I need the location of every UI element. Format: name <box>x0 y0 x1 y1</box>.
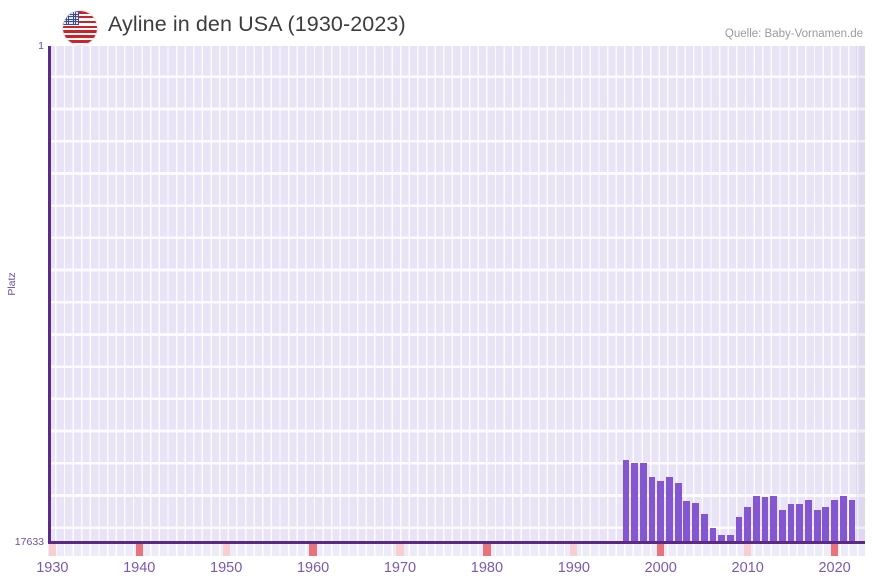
bar[interactable] <box>726 535 734 543</box>
y-axis-title: Platz <box>6 272 18 296</box>
x-axis-tick-label: 1970 <box>383 560 417 576</box>
decade-tick-marker <box>222 543 230 556</box>
bar[interactable] <box>700 513 708 543</box>
bar[interactable] <box>796 504 804 543</box>
decade-tick-marker <box>483 543 491 556</box>
bar[interactable] <box>848 499 856 543</box>
bar[interactable] <box>805 499 812 543</box>
bar[interactable] <box>787 504 795 543</box>
x-axis-tick-label: 1950 <box>210 560 243 576</box>
bar[interactable] <box>622 460 630 543</box>
decade-tick-marker <box>309 543 317 556</box>
bar[interactable] <box>839 495 847 543</box>
decade-tick-marker <box>657 543 665 556</box>
bar[interactable] <box>744 506 752 543</box>
x-axis-tick-label: 2010 <box>731 560 764 576</box>
y-axis-bottom-label: 17633 <box>14 536 44 548</box>
bar[interactable] <box>657 481 665 543</box>
bar[interactable] <box>813 509 821 543</box>
decade-tick-marker <box>744 543 752 556</box>
bar[interactable] <box>761 496 769 543</box>
bar[interactable] <box>692 502 699 543</box>
us-flag-icon <box>63 11 97 45</box>
page-title: Ayline in den USA (1930-2023) <box>108 12 406 36</box>
bar[interactable] <box>666 477 673 543</box>
plot-area <box>48 46 865 543</box>
x-axis-tick-label: 2000 <box>644 560 677 576</box>
bar[interactable] <box>770 495 778 543</box>
source-attribution: Quelle: Baby-Vornamen.de <box>724 28 863 40</box>
decade-tick-marker <box>830 543 839 556</box>
bar-series <box>48 46 865 543</box>
bar[interactable] <box>674 482 682 543</box>
bar[interactable] <box>831 499 838 543</box>
bar[interactable] <box>718 535 725 543</box>
bar[interactable] <box>631 463 639 543</box>
decade-tick-marker <box>135 543 143 556</box>
bar[interactable] <box>709 527 717 543</box>
bar[interactable] <box>683 501 691 543</box>
x-axis-tick-label: 1980 <box>470 560 504 576</box>
x-axis-tick-label: 1930 <box>36 560 69 576</box>
bar[interactable] <box>639 463 647 543</box>
x-axis-tick-row <box>48 543 865 556</box>
bar[interactable] <box>779 509 786 543</box>
x-axis-tick-label: 1940 <box>123 560 156 576</box>
bar[interactable] <box>822 506 830 543</box>
x-axis-tick-label: 1960 <box>296 560 330 576</box>
bar[interactable] <box>752 495 760 543</box>
decade-tick-marker <box>396 543 404 556</box>
y-axis-top-label: 1 <box>38 40 44 52</box>
bar[interactable] <box>648 477 656 543</box>
x-axis-tick-label: 1990 <box>557 560 590 576</box>
x-axis-tick-label: 2020 <box>818 560 851 576</box>
x-axis-line <box>48 541 865 544</box>
decade-tick-marker <box>48 543 56 556</box>
decade-tick-marker <box>570 543 578 556</box>
chart-header: Ayline in den USA (1930-2023) Quelle: Ba… <box>0 0 873 46</box>
bar[interactable] <box>735 516 743 543</box>
y-axis-line <box>48 46 51 543</box>
